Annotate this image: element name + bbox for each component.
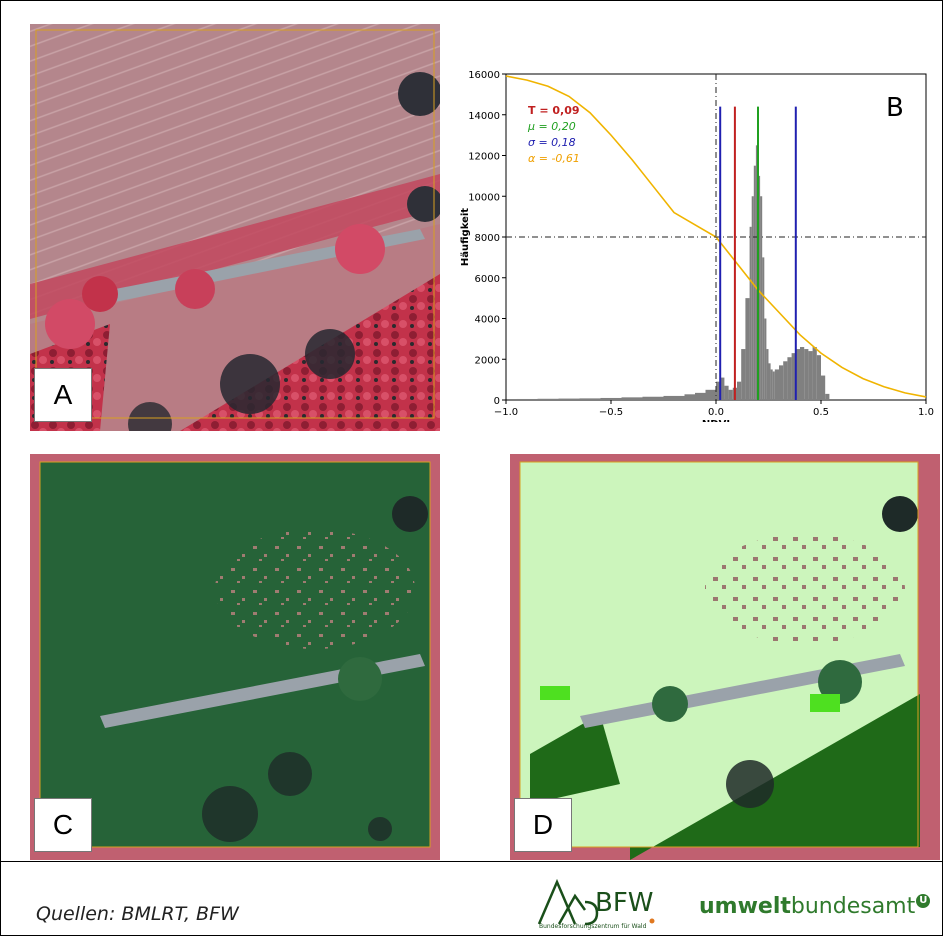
panel-a-label: A bbox=[34, 368, 92, 422]
histogram-bar bbox=[772, 371, 775, 400]
histogram-bar bbox=[770, 369, 773, 400]
histogram-bar bbox=[579, 398, 601, 400]
x-axis-label: NDVI bbox=[702, 419, 730, 422]
histogram-bar bbox=[760, 196, 763, 400]
histogram-bar bbox=[705, 389, 716, 400]
histogram-bar bbox=[825, 393, 830, 400]
histogram-bar bbox=[720, 377, 725, 400]
uba-bold-text: umwelt bbox=[699, 894, 791, 919]
histogram-bar bbox=[791, 353, 796, 400]
legend-entry: σ = 0,18 bbox=[528, 136, 576, 149]
panel-b-label: B bbox=[886, 93, 904, 123]
histogram-bar bbox=[766, 349, 769, 400]
y-tick-label: 6000 bbox=[475, 274, 500, 285]
footer-divider bbox=[0, 861, 943, 862]
x-tick-label: 0.5 bbox=[813, 407, 829, 418]
histogram-bar bbox=[745, 298, 750, 400]
x-tick-label: 1.0 bbox=[918, 407, 934, 418]
left-border bbox=[0, 0, 1, 862]
histogram-bar bbox=[774, 369, 779, 400]
umweltbundesamt-logo: umweltbundesamt U bbox=[699, 894, 931, 919]
y-tick-label: 14000 bbox=[468, 111, 500, 122]
histogram-bar bbox=[516, 398, 538, 400]
y-tick-label: 0 bbox=[494, 396, 500, 407]
histogram-bar bbox=[728, 389, 733, 400]
histogram-bar bbox=[795, 349, 800, 400]
histogram-bar bbox=[804, 349, 809, 400]
histogram-bar bbox=[724, 385, 729, 400]
histogram-bar bbox=[749, 226, 752, 400]
legend-entry: μ = 0,20 bbox=[527, 120, 576, 133]
histogram-bar bbox=[755, 145, 758, 400]
histogram-bar bbox=[758, 175, 761, 400]
x-tick-label: 0.0 bbox=[708, 407, 724, 418]
histogram-bar bbox=[768, 363, 771, 400]
histogram-bar bbox=[764, 318, 767, 400]
histogram-bar bbox=[812, 347, 817, 400]
legend-entry: α = -0,61 bbox=[528, 152, 580, 165]
x-tick-label: −0.5 bbox=[599, 407, 623, 418]
x-tick-label: −1.0 bbox=[494, 407, 518, 418]
panel-c-label: C bbox=[34, 798, 92, 852]
histogram-bar bbox=[779, 365, 784, 400]
y-tick-label: 10000 bbox=[468, 192, 500, 203]
panel-c-classification: C bbox=[30, 454, 440, 860]
histogram-bar bbox=[716, 381, 721, 400]
y-tick-label: 16000 bbox=[468, 70, 500, 81]
y-tick-label: 8000 bbox=[475, 233, 500, 244]
histogram-bar bbox=[663, 395, 685, 400]
histogram-bar bbox=[684, 394, 695, 400]
histogram-bar bbox=[558, 398, 580, 400]
histogram-bar bbox=[783, 361, 788, 400]
y-axis-label: Häufigkeit bbox=[460, 208, 471, 266]
panel-a-aerial-image: A bbox=[30, 24, 440, 431]
y-tick-label: 12000 bbox=[468, 152, 500, 163]
histogram-bar bbox=[787, 357, 792, 400]
histogram-bar bbox=[621, 397, 643, 400]
y-tick-label: 4000 bbox=[475, 315, 500, 326]
source-credit: Quellen: BMLRT, BFW bbox=[36, 903, 239, 925]
histogram-bar bbox=[762, 257, 765, 400]
panel-d-label: D bbox=[514, 798, 572, 852]
histogram-bar bbox=[751, 196, 754, 400]
histogram-bar bbox=[741, 349, 746, 400]
legend-entry: T = 0,09 bbox=[528, 104, 580, 117]
bfw-logo: BFW Bundesforschungszentrum für Wald bbox=[537, 876, 687, 930]
uba-mark-icon: U bbox=[916, 894, 931, 908]
bfw-logo-text: BFW bbox=[595, 888, 654, 918]
histogram-bar bbox=[821, 375, 826, 400]
histogram-bar bbox=[737, 381, 742, 400]
panel-d-classification: D bbox=[510, 454, 940, 860]
y-tick-label: 2000 bbox=[475, 355, 500, 366]
histogram-bar bbox=[816, 355, 821, 400]
bfw-logo-subtitle: Bundesforschungszentrum für Wald bbox=[539, 923, 647, 930]
histogram-bar bbox=[800, 347, 805, 400]
histogram-bar bbox=[808, 351, 813, 400]
panel-b-ndvi-histogram: −1.0 −0.5 0.0 0.5 1.0 0 2000 4000 6000 8000 10000 1… bbox=[456, 50, 936, 430]
histogram-bar bbox=[642, 396, 664, 400]
uba-regular-text: bundesamt bbox=[790, 894, 916, 919]
histogram-bar bbox=[600, 397, 622, 400]
histogram-bar bbox=[753, 165, 756, 400]
histogram-bar bbox=[695, 392, 706, 400]
histogram-bar bbox=[537, 398, 559, 400]
